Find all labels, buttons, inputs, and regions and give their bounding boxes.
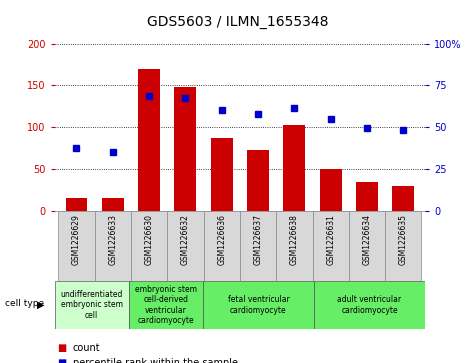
Text: undifferentiated
embryonic stem
cell: undifferentiated embryonic stem cell (60, 290, 123, 320)
Text: cell type: cell type (5, 299, 44, 307)
Bar (247, 150, 269, 211)
Text: adult ventricular
cardiomyocyte: adult ventricular cardiomyocyte (337, 295, 402, 315)
Text: ■: ■ (57, 343, 66, 354)
Text: GSM1226638: GSM1226638 (290, 214, 299, 265)
Bar (58, 211, 95, 281)
Bar (174, 87, 196, 211)
Text: GSM1226630: GSM1226630 (144, 214, 153, 265)
Text: GSM1226629: GSM1226629 (72, 214, 81, 265)
Text: ▶: ▶ (37, 300, 44, 310)
Bar (129, 281, 203, 329)
Bar (138, 69, 160, 211)
Text: GDS5603 / ILMN_1655348: GDS5603 / ILMN_1655348 (147, 15, 328, 29)
Text: ■: ■ (57, 358, 66, 363)
Bar (284, 125, 305, 211)
Bar (385, 211, 421, 281)
Bar (131, 211, 167, 281)
Text: fetal ventricular
cardiomyocyte: fetal ventricular cardiomyocyte (228, 295, 289, 315)
Bar (349, 211, 385, 281)
Bar (211, 138, 233, 211)
Bar (55, 281, 129, 329)
Bar (320, 169, 342, 211)
Bar (240, 211, 276, 281)
Text: GSM1226635: GSM1226635 (399, 214, 408, 265)
Bar (314, 281, 425, 329)
Text: GSM1226631: GSM1226631 (326, 214, 335, 265)
Bar (66, 198, 87, 211)
Text: GSM1226634: GSM1226634 (362, 214, 371, 265)
Bar (102, 198, 124, 211)
Bar (392, 186, 414, 211)
Bar (95, 211, 131, 281)
Text: GSM1226637: GSM1226637 (254, 214, 263, 265)
Bar (203, 281, 314, 329)
Bar (204, 211, 240, 281)
Text: GSM1226632: GSM1226632 (181, 214, 190, 265)
Text: count: count (73, 343, 100, 354)
Bar (313, 211, 349, 281)
Text: GSM1226633: GSM1226633 (108, 214, 117, 265)
Bar (167, 211, 204, 281)
Text: embryonic stem
cell-derived
ventricular
cardiomyocyte: embryonic stem cell-derived ventricular … (135, 285, 197, 325)
Bar (356, 182, 378, 211)
Text: GSM1226636: GSM1226636 (217, 214, 226, 265)
Text: percentile rank within the sample: percentile rank within the sample (73, 358, 238, 363)
Bar (276, 211, 313, 281)
